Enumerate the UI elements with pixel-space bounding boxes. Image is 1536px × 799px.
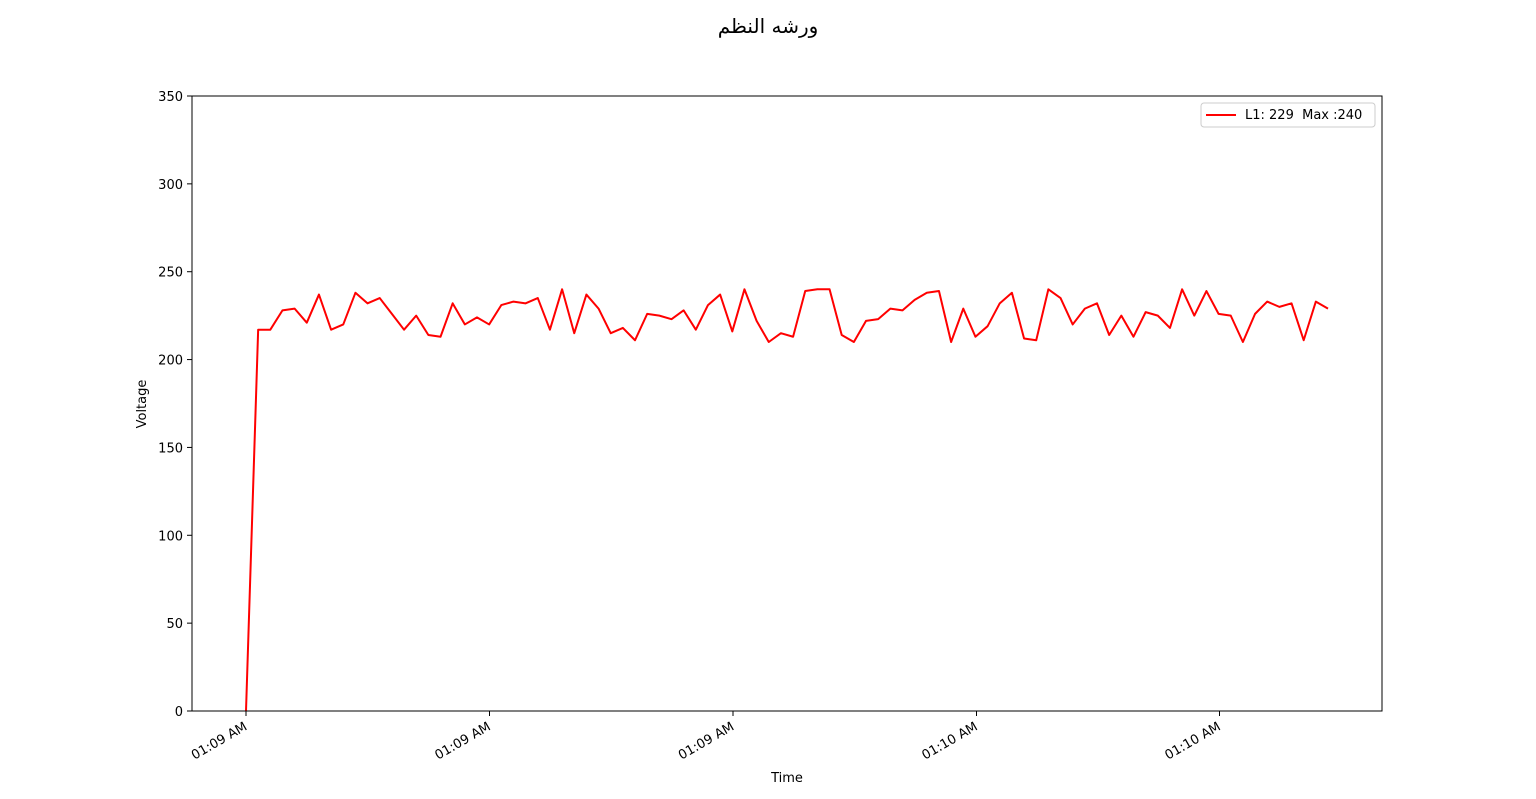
y-tick-label: 300: [158, 178, 183, 193]
y-tick-label: 50: [166, 617, 183, 632]
x-tick-label: 01:09 AM: [433, 719, 494, 763]
y-tick-label: 250: [158, 266, 183, 281]
legend-box: [1200, 102, 1376, 128]
x-tick-label: 01:09 AM: [676, 719, 737, 763]
x-axis-label: Time: [770, 771, 803, 786]
y-axis-label: Voltage: [135, 380, 150, 429]
legend-label: L1: 229 Max :240: [1245, 108, 1362, 123]
y-axis-ticks: 0 50 100 150 200 250 300 350: [158, 90, 192, 720]
y-tick-label: 350: [158, 90, 183, 105]
chart-title: ورشه النظم: [718, 14, 819, 38]
x-tick-label: 01:10 AM: [1163, 719, 1224, 763]
y-tick-label: 150: [158, 441, 183, 456]
legend: L1: 229 Max :240: [1200, 102, 1376, 128]
series-line-l1: [245, 288, 1329, 712]
y-tick-label: 100: [158, 529, 183, 544]
y-tick-label: 0: [175, 705, 183, 720]
y-tick-label: 200: [158, 354, 183, 369]
x-tick-label: 01:10 AM: [920, 719, 981, 763]
x-axis-ticks: 01:09 AM 01:09 AM 01:09 AM 01:10 AM 01:10 AM: [189, 711, 1224, 763]
x-tick-label: 01:09 AM: [189, 719, 250, 763]
plot-area: [192, 96, 1382, 711]
plot-frame: [191, 95, 1383, 712]
